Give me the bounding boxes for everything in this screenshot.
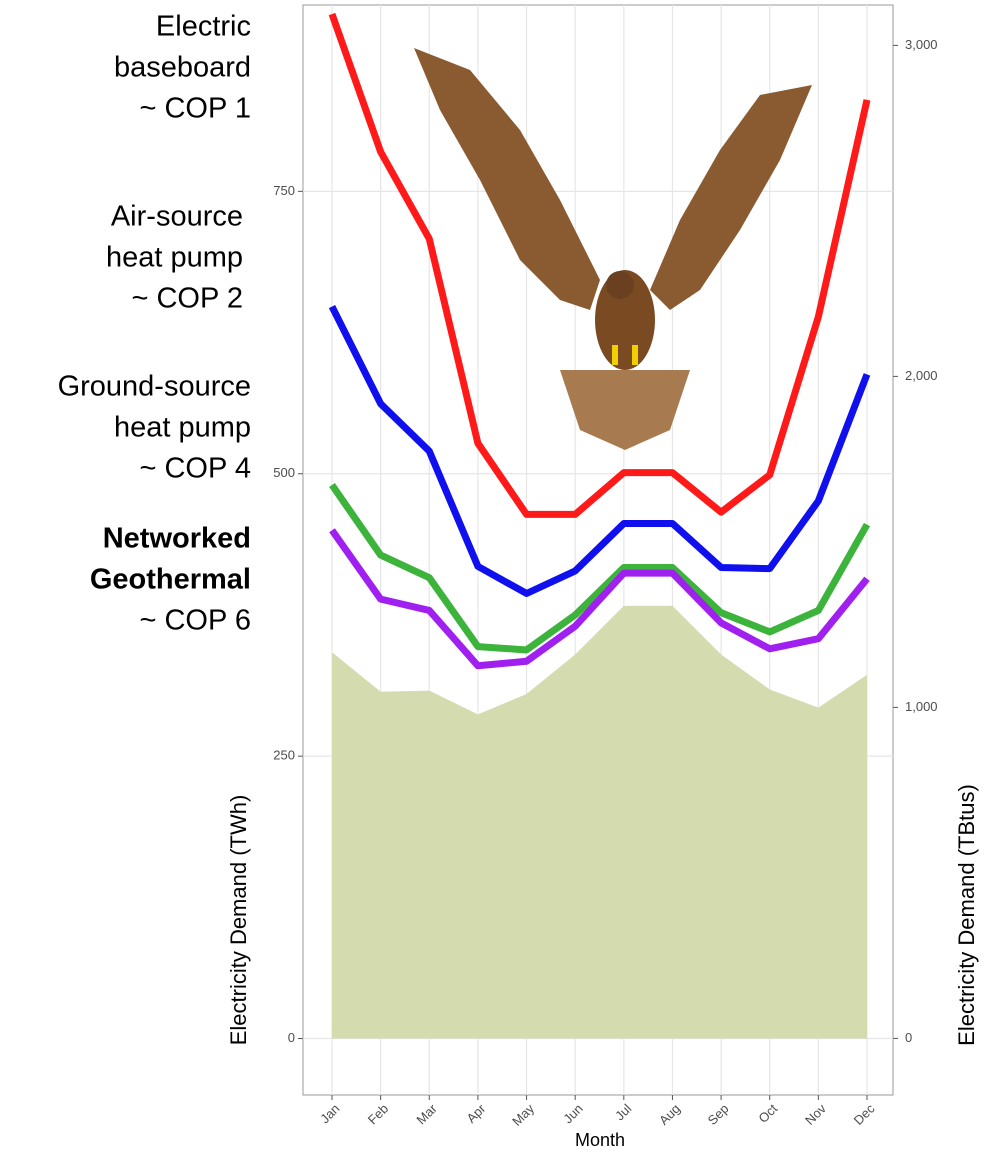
x-tick-label: Feb: [365, 1101, 391, 1127]
y2-tick-label: 2,000: [905, 368, 938, 383]
annotation-line: ~ COP 2: [132, 283, 244, 315]
x-axis-label: Month: [575, 1130, 625, 1150]
x-tick-label: Jan: [317, 1101, 342, 1126]
annotation-line: Networked: [103, 523, 251, 555]
annotation-line: ~ COP 6: [140, 605, 252, 637]
annotation-line: ~ COP 4: [140, 453, 252, 485]
x-tick-label: Mar: [413, 1100, 440, 1127]
y-tick-label: 500: [273, 465, 295, 480]
x-tick-label: Jun: [560, 1101, 585, 1126]
annotation-line: Geothermal: [90, 564, 251, 596]
annotation-line: heat pump: [114, 412, 251, 444]
x-tick-label: Oct: [755, 1101, 780, 1126]
hawk-foot: [632, 345, 638, 365]
y2-tick-label: 1,000: [905, 699, 938, 714]
y2-tick-label: 3,000: [905, 37, 938, 52]
annotation-line: Ground-source: [58, 371, 251, 403]
x-tick-label: Apr: [464, 1100, 489, 1125]
x-tick-label: Aug: [656, 1101, 683, 1128]
hawk-foot: [612, 345, 618, 365]
y-tick-label: 750: [273, 183, 295, 198]
y-axis-label: Electricity Demand (TWh): [226, 795, 251, 1046]
y-tick-label: 0: [288, 1030, 295, 1045]
y-tick-label: 250: [273, 748, 295, 763]
annotation-line: ~ COP 1: [140, 93, 252, 125]
annotation-line: heat pump: [106, 242, 243, 274]
y2-axis-label: Electricity Demand (TBtus): [954, 784, 979, 1046]
x-tick-label: Dec: [851, 1101, 878, 1128]
annotation-line: baseboard: [114, 52, 251, 84]
x-tick-label: Jul: [612, 1101, 634, 1123]
x-tick-label: Sep: [705, 1101, 732, 1128]
x-tick-label: May: [509, 1101, 537, 1129]
hawk-head: [606, 271, 634, 299]
y2-tick-label: 0: [905, 1030, 912, 1045]
x-tick-label: Nov: [802, 1101, 829, 1128]
annotation-line: Air-source: [111, 201, 243, 233]
annotation-line: Electric: [156, 11, 251, 43]
chart: 0 250 500 750 0 1,000 2,000 3,000 Jan Feb Mar Apr Ma…: [0, 0, 987, 1157]
